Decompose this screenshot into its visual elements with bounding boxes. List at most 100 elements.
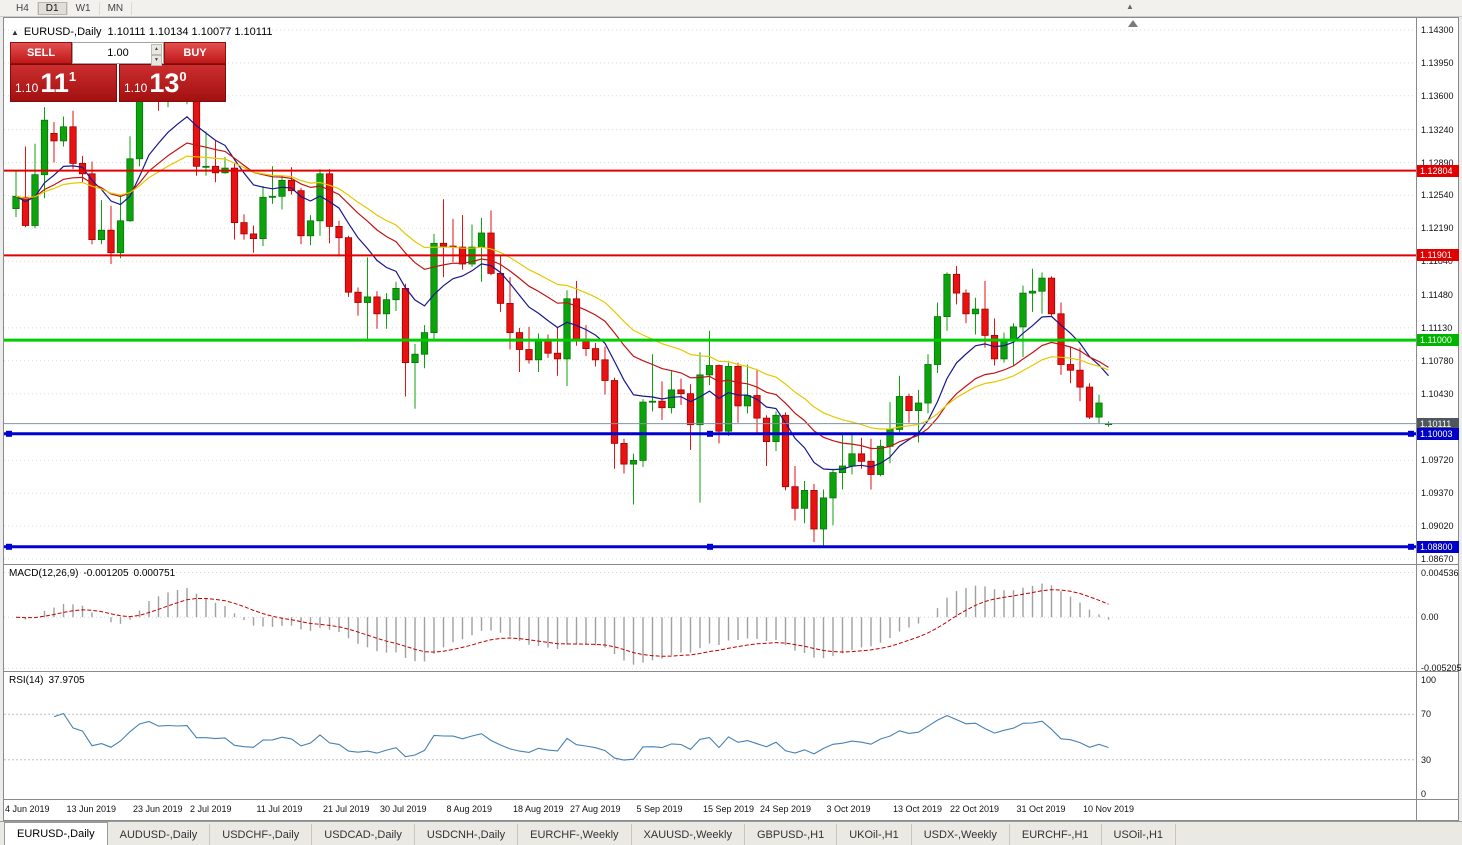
date-label: 27 Aug 2019: [570, 804, 621, 814]
period-button-h4[interactable]: H4: [8, 1, 38, 15]
date-label: 22 Oct 2019: [950, 804, 1000, 814]
price-axis-label: 1.12890: [1421, 157, 1454, 168]
price-axis[interactable]: 1.14300 1.13950 1.13600 1.13240 1.12890 1.125…: [1416, 18, 1462, 820]
symbol-tab-audusd-daily[interactable]: AUDUSD-,Daily: [108, 824, 211, 845]
pane-splitter[interactable]: [4, 671, 1458, 672]
macd-value-main: -0.001205: [83, 568, 129, 579]
pane-splitter[interactable]: [4, 799, 1458, 800]
lot-increase-button[interactable]: ▲: [151, 44, 162, 55]
buy-price-display[interactable]: 1.10 13 0: [119, 64, 226, 102]
sell-price-display[interactable]: 1.10 11 1: [10, 64, 117, 102]
price-axis-label: 1.08670: [1421, 554, 1454, 564]
symbol-tab-eurchf-weekly[interactable]: EURCHF-,Weekly: [518, 824, 632, 845]
lot-size-field[interactable]: 1.00 ▲ ▼: [72, 42, 164, 66]
date-label: 23 Jun 2019: [133, 804, 183, 814]
line-handle: [6, 430, 12, 437]
rsi-name: RSI(14): [9, 675, 44, 686]
price-axis-label: 1.12190: [1421, 223, 1454, 234]
price-axis-label: 1.13600: [1421, 90, 1454, 101]
rsi-axis-label: 30: [1421, 754, 1432, 765]
symbol-tab-eurusd-daily[interactable]: EURUSD-,Daily: [4, 822, 108, 845]
symbol-tab-usdcad-daily[interactable]: USDCAD-,Daily: [312, 824, 415, 845]
line-handle: [1408, 543, 1414, 550]
symbol-tab-usdchf-daily[interactable]: USDCHF-,Daily: [210, 824, 313, 845]
price-axis-label: 1.10430: [1421, 388, 1454, 399]
sell-price-fraction: 1: [68, 69, 77, 84]
toolbar-marker-icon[interactable]: ▲: [1126, 2, 1134, 11]
rsi-axis-label: 100: [1421, 675, 1437, 685]
line-handle: [707, 430, 713, 437]
date-label: 10 Nov 2019: [1083, 804, 1135, 814]
one-click-trading-panel: SELL 1.00 ▲ ▼ BUY 1.10 11 1 1.10: [10, 42, 226, 102]
chart-symbol-period: EURUSD-,Daily: [23, 26, 102, 38]
quote-displays-row: 1.10 11 1 1.10 13 0: [10, 64, 226, 102]
date-label: 13 Jun 2019: [66, 804, 117, 814]
date-label: 21 Jul 2019: [323, 804, 370, 814]
price-axis-label: 1.12540: [1421, 190, 1454, 201]
rsi-indicator-label: RSI(14) 37.9705: [9, 675, 90, 686]
price-axis-label: 1.11480: [1421, 290, 1453, 300]
date-label: 11 Jul 2019: [256, 804, 303, 814]
chart-shift-marker-icon: [1128, 20, 1138, 27]
date-label: 2 Jul 2019: [190, 804, 232, 814]
price-axis-label: 1.13240: [1421, 124, 1454, 135]
chart-tab-bar: EURUSD-,Daily AUDUSD-,Daily USDCHF-,Daily U…: [0, 821, 1462, 845]
ma-line-30: [15, 155, 1109, 430]
symbol-tab-xauusd-weekly[interactable]: XAUUSD-,Weekly: [632, 824, 745, 845]
date-label: 8 Aug 2019: [446, 804, 493, 814]
date-label: 4 Jun 2019: [5, 804, 50, 814]
macd-signal-line: [15, 589, 1109, 657]
date-label: 18 Aug 2019: [513, 804, 564, 814]
symbol-tab-eurchf-h1[interactable]: EURCHF-,H1: [1010, 824, 1102, 845]
rsi-axis-label: 0: [1421, 789, 1427, 799]
line-handle: [6, 543, 12, 550]
one-click-collapse-icon[interactable]: ▲: [11, 28, 19, 37]
macd-axis-label: 0.004536: [1421, 567, 1459, 578]
line-handle: [707, 543, 713, 550]
price-axis-label: 1.09020: [1421, 521, 1454, 532]
symbol-tab-usdcnh-daily[interactable]: USDCNH-,Daily: [415, 824, 519, 845]
sell-button[interactable]: SELL: [10, 42, 72, 64]
chart-title: ▲ EURUSD-,Daily 1.10111 1.10134 1.10077 1.…: [11, 26, 273, 38]
price-chart-pane[interactable]: [4, 18, 1416, 564]
price-axis-label: 1.09720: [1421, 455, 1454, 466]
symbol-tab-gbpusd-h1[interactable]: GBPUSD-,H1: [745, 824, 838, 845]
buy-price-pips: 13: [149, 68, 180, 98]
buy-button[interactable]: BUY: [164, 42, 226, 64]
date-axis[interactable]: 4 Jun 2019 13 Jun 2019 23 Jun 2019 2 Jul 20…: [4, 800, 1416, 820]
macd-name: MACD(12,26,9): [9, 568, 79, 579]
rsi-indicator-pane[interactable]: [4, 672, 1416, 799]
period-button-w1[interactable]: W1: [68, 1, 100, 15]
chart-ohlc-values: 1.10111 1.10134 1.10077 1.10111: [107, 26, 273, 38]
price-tag: 1.11901: [1417, 249, 1459, 262]
macd-indicator-pane[interactable]: [4, 565, 1416, 671]
date-label: 5 Sep 2019: [636, 804, 683, 814]
macd-value-signal: 0.000751: [133, 568, 176, 579]
ma-line-10: [15, 116, 1109, 471]
sell-price-pips: 11: [40, 68, 69, 98]
symbol-tab-usoil-h1[interactable]: USOil-,H1: [1102, 824, 1177, 845]
lot-size-value[interactable]: 1.00: [107, 47, 129, 59]
macd-indicator-label: MACD(12,26,9) -0.001205 0.000751: [9, 568, 180, 579]
price-axis-label: 1.10780: [1421, 355, 1454, 366]
pane-splitter[interactable]: [4, 564, 1458, 565]
date-label: 24 Sep 2019: [760, 804, 812, 814]
line-handle: [1408, 430, 1414, 437]
price-axis-label: 1.13950: [1421, 57, 1454, 68]
symbol-tab-usdx-weekly[interactable]: USDX-,Weekly: [912, 824, 1010, 845]
period-button-d1[interactable]: D1: [37, 1, 68, 15]
period-button-mn[interactable]: MN: [100, 1, 133, 15]
price-tag: 1.10111: [1417, 417, 1459, 430]
date-label: 13 Oct 2019: [893, 804, 943, 814]
symbol-tab-ukoil-h1[interactable]: UKOil-,H1: [837, 824, 912, 845]
macd-axis-label: 0.00: [1421, 612, 1439, 623]
date-label: 15 Sep 2019: [703, 804, 755, 814]
rsi-line: [53, 712, 1109, 761]
rsi-axis-label: 70: [1421, 709, 1432, 720]
price-tag: 1.10003: [1417, 427, 1459, 440]
price-axis-label: 1.09370: [1421, 488, 1454, 499]
lot-decrease-button[interactable]: ▼: [151, 55, 162, 66]
date-label: 31 Oct 2019: [1016, 804, 1066, 814]
rsi-value: 37.9705: [48, 675, 85, 686]
macd-axis-label: -0.005205: [1421, 663, 1462, 674]
